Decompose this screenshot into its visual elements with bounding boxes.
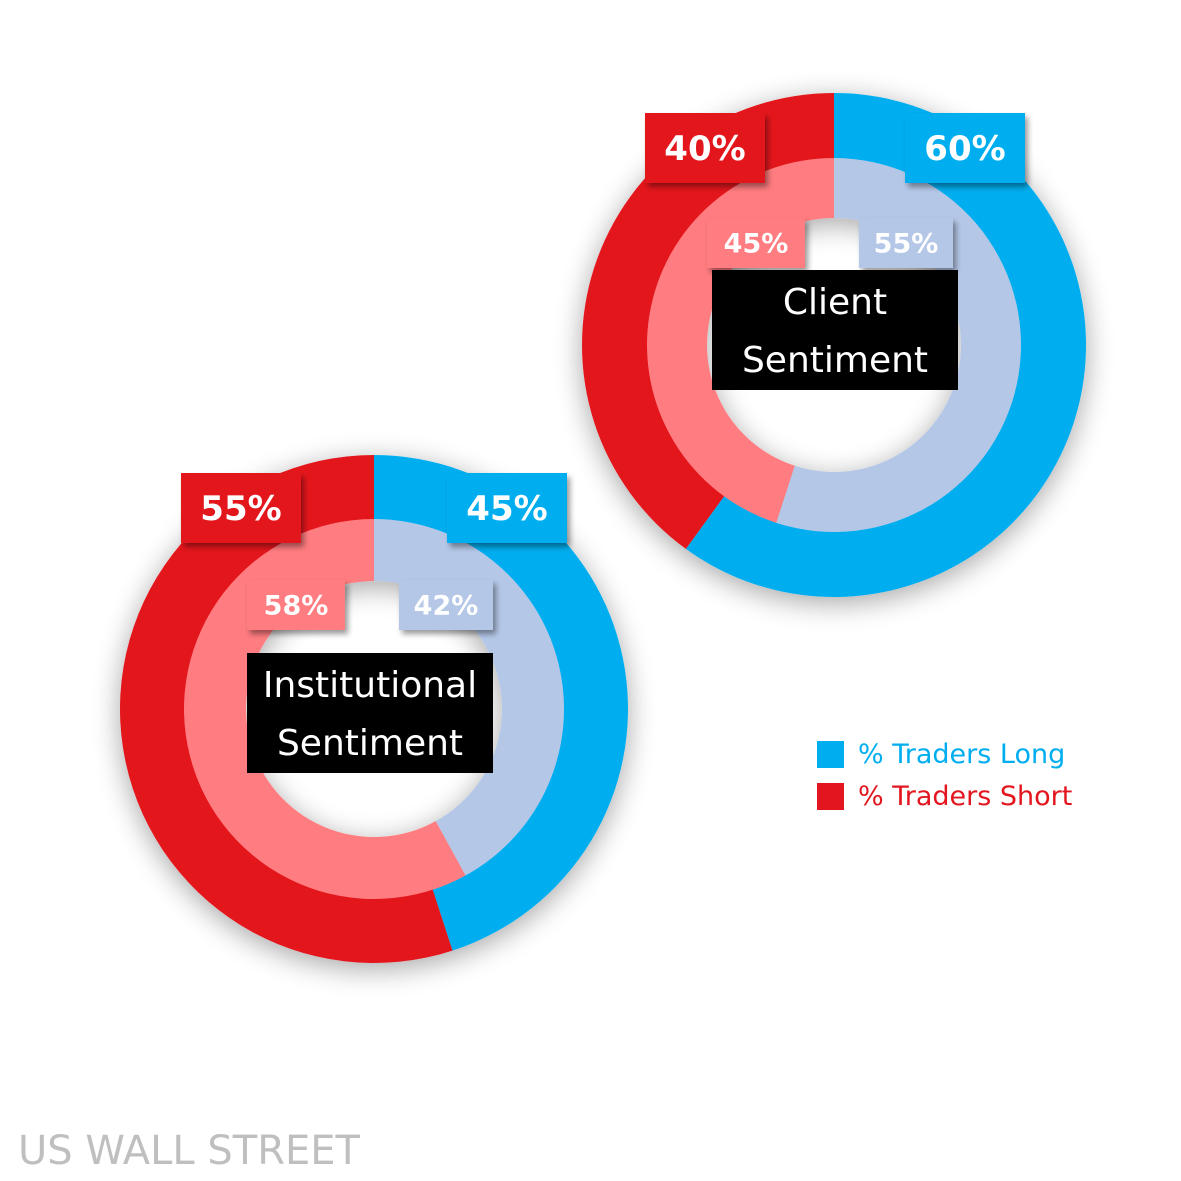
institutional-outer-long-slice: [374, 455, 628, 951]
client-outer-short-label: 40%: [645, 113, 765, 183]
client-title-line-1: Client: [783, 282, 887, 323]
institutional-inner-long-label-text: 42%: [414, 591, 479, 622]
client-inner-short-label: 45%: [707, 218, 805, 268]
client-outer-long-label-box: [905, 113, 1025, 183]
legend-swatch-short: [817, 782, 844, 810]
institutional-inner-short-label-box: [247, 580, 345, 630]
client-outer-short-label-box: [645, 113, 765, 183]
institutional-inner-short-label-text: 58%: [264, 591, 329, 622]
institutional-outer-short-label-box: [181, 473, 301, 543]
institutional-outer-long-label: 45%: [447, 473, 567, 543]
institutional-inner-long-label: 42%: [399, 580, 493, 630]
institutional-inner-long-label-box: [399, 580, 493, 630]
institutional-outer-long-label-box: [447, 473, 567, 543]
institutional-inner-short-label: 58%: [247, 580, 345, 630]
client-title-box: [712, 270, 958, 390]
legend-item-short: % Traders Short: [817, 775, 1072, 817]
client-inner-short-label-text: 45%: [724, 229, 789, 260]
client-outer-long-slice: [685, 93, 1087, 597]
legend-label-short: % Traders Short: [858, 780, 1073, 812]
client-title-line-2: Sentiment: [742, 340, 928, 381]
client-inner-short-slice: [646, 158, 834, 523]
institutional-outer-short-label: 55%: [181, 473, 301, 543]
institutional-title-line-1: Institutional: [263, 665, 477, 706]
watermark: US WALL STREET: [18, 1128, 360, 1174]
client-inner-long-label-text: 55%: [874, 229, 939, 260]
institutional-title-box: [247, 653, 493, 773]
institutional-outer-short-slice: [120, 455, 453, 963]
client-inner-long-label: 55%: [859, 218, 953, 268]
client-outer-short-slice: [582, 93, 834, 549]
client-inner-long-label-box: [859, 218, 953, 268]
legend-swatch-long: [817, 740, 844, 768]
institutional-outer-short-label-text: 55%: [200, 489, 281, 529]
institutional-inner-long-slice: [374, 519, 565, 876]
institutional-title: Institutional Sentiment: [247, 653, 493, 773]
client-outer-long-label: 60%: [905, 113, 1025, 183]
institutional-title-line-2: Sentiment: [277, 723, 463, 764]
institutional-outer-long-label-text: 45%: [466, 489, 547, 529]
client-inner-long-slice: [776, 158, 1021, 532]
client-outer-long-label-text: 60%: [924, 129, 1005, 169]
client-title: Client Sentiment: [712, 270, 958, 390]
client-labels: 40% 60% 45% 55%: [645, 113, 1025, 268]
legend-label-long: % Traders Long: [858, 738, 1066, 770]
client-sentiment-chart: [582, 93, 1087, 597]
legend-item-long: % Traders Long: [817, 733, 1072, 775]
client-inner-short-label-box: [707, 218, 805, 268]
legend: % Traders Long % Traders Short: [817, 733, 1072, 817]
client-outer-short-label-text: 40%: [664, 129, 745, 169]
institutional-labels: 55% 45% 58% 42%: [181, 473, 567, 630]
